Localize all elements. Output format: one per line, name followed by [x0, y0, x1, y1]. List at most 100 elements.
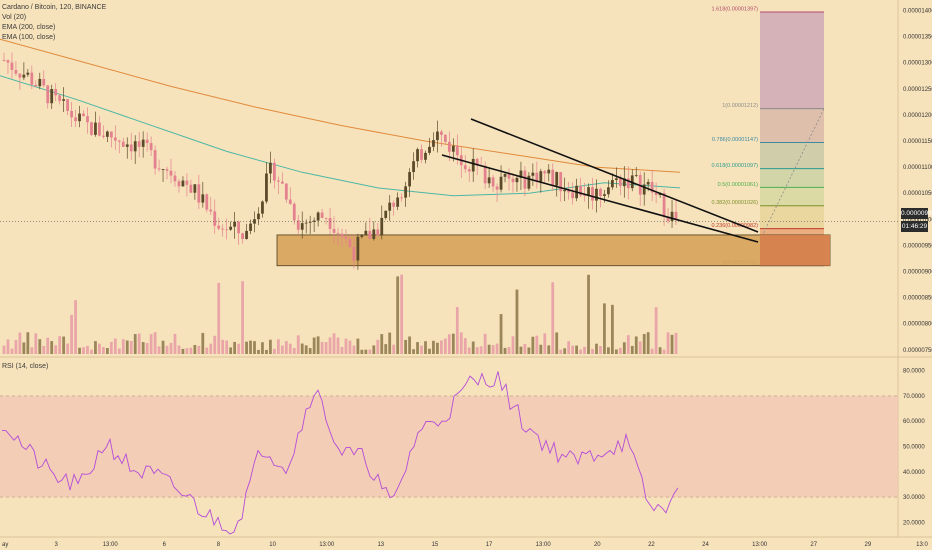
volume-bar: [241, 281, 244, 354]
volume-bar: [539, 344, 543, 354]
volume-bar: [34, 333, 38, 354]
candle-body: [547, 169, 551, 174]
candle-body: [332, 228, 336, 233]
time-axis-tick: ay: [2, 542, 8, 548]
candle-body: [539, 171, 543, 182]
ema200-indicator-label: EMA (200, close): [2, 24, 56, 31]
candle-body: [320, 212, 324, 218]
fib-level-label: 0.786(0.00001147): [712, 137, 758, 143]
candle-body: [555, 172, 559, 186]
price-axis-tick: 0.00001200: [903, 113, 932, 119]
candle-body: [467, 169, 471, 172]
volume-bar: [523, 343, 527, 354]
volume-bar: [384, 344, 388, 354]
candle-body: [90, 122, 93, 135]
candle-body: [618, 178, 622, 187]
support-zone-overlap: [760, 234, 830, 266]
candle-body: [388, 202, 392, 211]
candle-body: [515, 177, 519, 183]
candle-body: [213, 211, 217, 226]
candle-body: [177, 181, 181, 187]
candle-body: [66, 99, 70, 111]
volume-bar: [272, 348, 276, 354]
bar-countdown-tag: 01:46:29: [901, 221, 928, 232]
volume-bar: [205, 347, 209, 354]
candle-body: [265, 173, 268, 202]
candle-body: [129, 144, 133, 152]
volume-bar: [149, 334, 153, 354]
volume-bar: [547, 345, 551, 354]
candle-body: [416, 149, 419, 162]
volume-bar: [463, 338, 467, 354]
candle-body: [404, 186, 408, 198]
candle-body: [249, 223, 252, 231]
volume-bar: [276, 339, 280, 354]
candle-body: [316, 212, 320, 221]
volume-bar: [388, 332, 392, 354]
volume-bar: [292, 347, 296, 354]
rsi-axis-tick: 70.0000: [903, 394, 925, 400]
candle-body: [98, 122, 101, 136]
volume-bar: [515, 289, 519, 354]
volume-bar: [145, 342, 149, 354]
candle-body: [109, 131, 113, 138]
volume-bar: [503, 347, 507, 354]
volume-bar: [575, 345, 578, 354]
volume-bar: [626, 335, 630, 354]
volume-bar: [280, 345, 284, 354]
volume-bar: [82, 347, 85, 354]
volume-bar: [74, 300, 77, 354]
volume-bar: [571, 345, 575, 354]
fib-level-label: 0.382(0.00001026): [712, 200, 759, 206]
volume-bar: [535, 335, 539, 354]
candle-body: [420, 149, 423, 160]
volume-bar: [324, 342, 328, 354]
volume-bar: [495, 343, 499, 354]
volume-bar: [50, 341, 54, 354]
candle-body: [117, 140, 121, 142]
volume-bar: [491, 345, 495, 354]
fib-band: [760, 187, 824, 206]
volume-bar: [519, 346, 523, 354]
candle-body: [483, 165, 487, 184]
volume-bar: [348, 340, 352, 354]
volume-bar: [579, 349, 582, 354]
volume-bar: [201, 332, 205, 354]
volume-bar: [459, 332, 463, 354]
candle-body: [563, 190, 567, 192]
volume-bar: [237, 343, 240, 354]
candle-body: [384, 210, 388, 218]
volume-bar: [670, 334, 674, 354]
time-axis-tick: 8: [217, 542, 221, 548]
volume-bar: [559, 349, 563, 354]
candle-body: [380, 217, 384, 236]
candle-body: [352, 246, 356, 261]
volume-bar: [320, 341, 324, 354]
volume-bar: [551, 282, 555, 354]
volume-bar: [360, 349, 364, 354]
time-axis-tick: 13:00: [103, 542, 119, 548]
candle-body: [511, 178, 515, 183]
volume-bar: [86, 345, 89, 354]
time-axis-tick: 13:0: [916, 542, 928, 548]
candle-body: [34, 84, 38, 87]
volume-bar: [622, 342, 626, 354]
candle-body: [650, 181, 654, 193]
candle-body: [372, 229, 376, 239]
candle-body: [432, 140, 435, 147]
candle-body: [646, 181, 650, 185]
candle-body: [245, 230, 248, 239]
candle-body: [559, 172, 563, 192]
candle-body: [296, 220, 300, 230]
candle-body: [440, 131, 443, 135]
channel-lower-trendline: [441, 154, 759, 243]
price-axis-tick: 0.00000900: [903, 269, 932, 275]
candle-body: [376, 229, 380, 236]
candle-body: [217, 225, 221, 229]
candle-body: [543, 171, 547, 174]
chart-legend: Cardano / Bitcoin, 120, BINANCE Vol (20)…: [2, 3, 106, 43]
candle-body: [276, 180, 280, 182]
volume-bar: [642, 333, 646, 354]
candle-body: [579, 185, 582, 196]
